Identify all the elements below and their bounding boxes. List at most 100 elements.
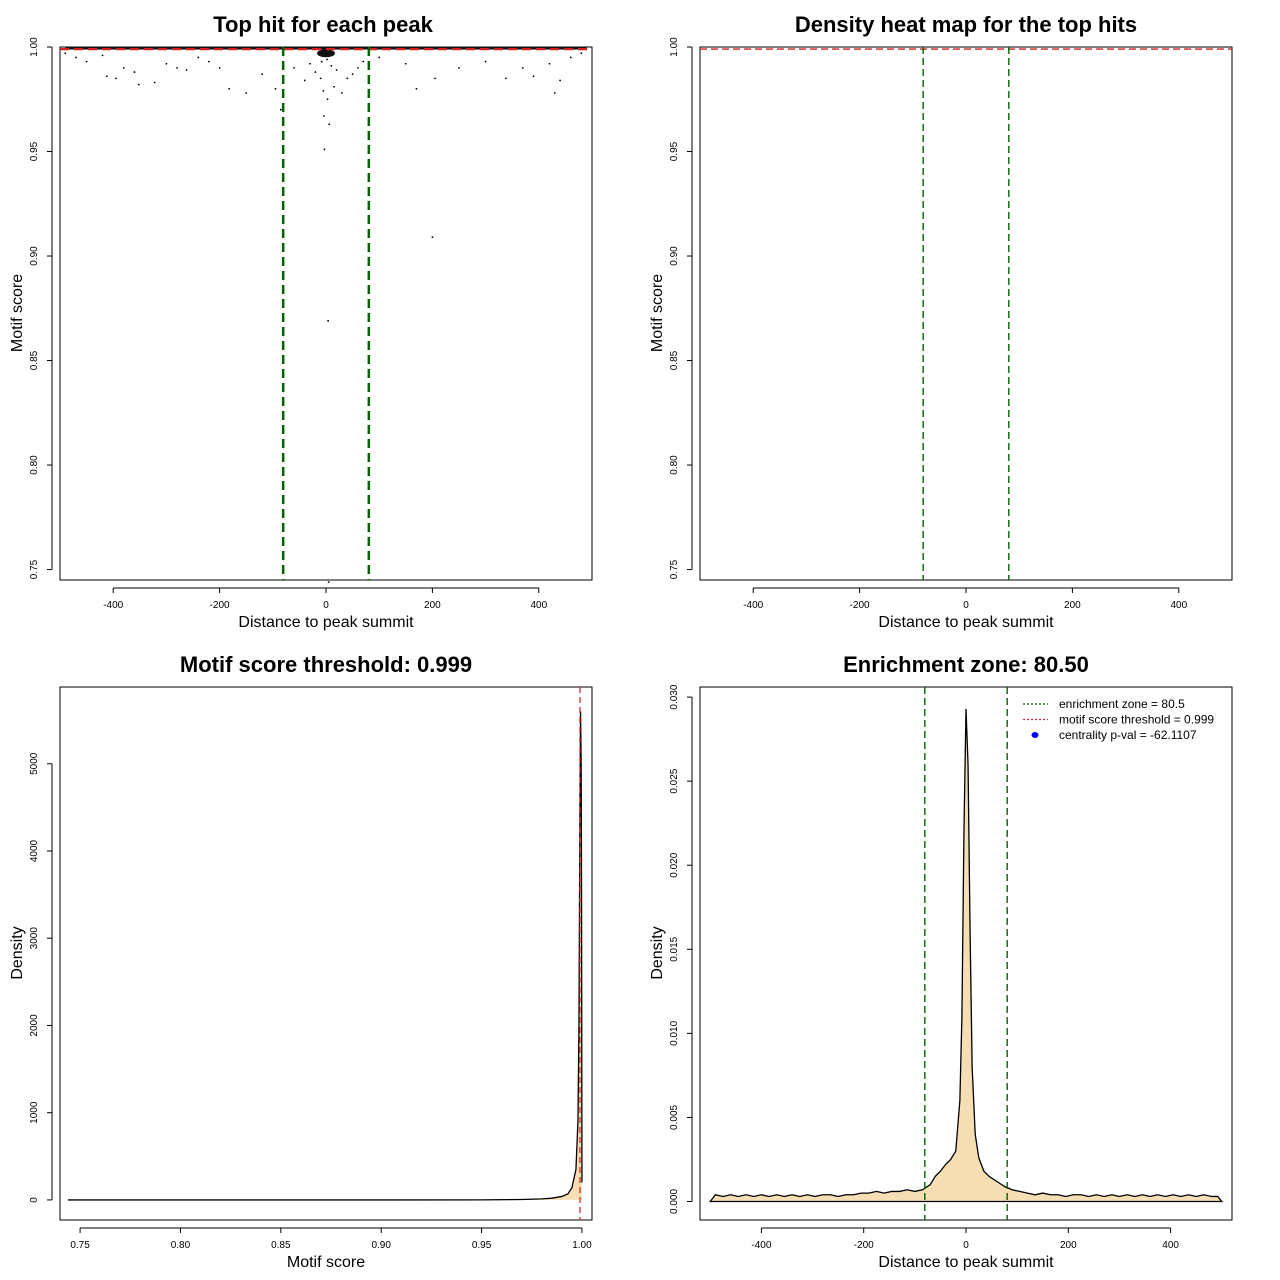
scatter-point — [415, 87, 418, 90]
panel-title: Motif score threshold: 0.999 — [180, 652, 472, 677]
x-tick-label: 400 — [1170, 600, 1187, 611]
y-axis-label: Motif score — [9, 274, 26, 352]
x-tick-label: 0.95 — [472, 1240, 492, 1251]
plot-area: 0.75 0.80 0.85 0.90 0.95 1.00 0 1000 2000 3000 400… — [29, 686, 593, 1251]
y-tick-label: 0.85 — [29, 350, 40, 370]
scatter-point — [327, 581, 330, 583]
scatter-point — [320, 60, 323, 63]
panel-top-hit: Top hit for each peak Distance to peak s… — [9, 12, 593, 631]
scatter-point — [521, 67, 524, 69]
scatter-point — [504, 77, 507, 80]
y-tick-label: 0.80 — [29, 455, 40, 475]
scatter-point — [245, 92, 248, 94]
plot-frame — [699, 46, 1233, 581]
scatter-point — [333, 85, 335, 88]
scatter-point — [404, 62, 407, 65]
scatter-point — [431, 236, 434, 239]
scatter-point — [153, 81, 156, 84]
x-tick-label: 400 — [1162, 1240, 1179, 1251]
density-fill — [68, 711, 582, 1200]
legend-label: centrality p-val = -62.1107 — [1059, 728, 1197, 742]
plot-area: -400 -200 0 200 400 0.75 0.80 0.85 0.90 0.95 1.00 — [29, 37, 593, 611]
scatter-point — [335, 69, 338, 71]
x-tick-label: -400 — [751, 1240, 771, 1251]
panel-enrichment-zone: Enrichment zone: 80.50 Distance to peak … — [649, 652, 1233, 1271]
scatter-point — [309, 62, 311, 65]
density-curve — [68, 711, 583, 1201]
plot-frame — [699, 686, 1233, 1221]
scatter-point — [101, 54, 104, 57]
x-axis-label: Distance to peak summit — [878, 614, 1054, 631]
plot-frame — [59, 46, 593, 581]
scatter-point — [228, 87, 231, 90]
x-tick-label: 0.85 — [271, 1240, 291, 1251]
y-tick-label: 0.90 — [29, 246, 40, 266]
scatter-point — [322, 89, 325, 92]
y-tick-label: 1.00 — [29, 37, 40, 57]
scatter-point — [279, 108, 282, 111]
y-tick-label: 5000 — [29, 752, 40, 775]
scatter-point — [85, 60, 88, 63]
x-tick-label: -200 — [210, 600, 230, 611]
scatter-point — [532, 75, 535, 78]
scatter-point — [261, 73, 264, 76]
scatter-point — [322, 115, 325, 117]
scatter-point — [325, 52, 327, 55]
legend-label: motif score threshold = 0.999 — [1059, 713, 1214, 727]
x-tick-label: 0.90 — [371, 1240, 391, 1251]
scatter-point — [458, 67, 460, 69]
plot-area: -400 -200 0 200 400 0.75 0.80 0.85 0.90 0.95 1.00 — [669, 37, 1233, 611]
panel-score-threshold: Motif score threshold: 0.999 Motif score… — [9, 652, 593, 1271]
scatter-point — [319, 77, 322, 80]
scatter-point — [346, 77, 349, 80]
scatter-point — [323, 148, 326, 151]
scatter-point — [133, 71, 136, 73]
scatter-point — [580, 52, 583, 55]
x-tick-label: 200 — [1064, 600, 1081, 611]
legend: enrichment zone = 80.5 motif score thresh… — [1023, 697, 1214, 742]
panel-title: Top hit for each peak — [213, 12, 433, 37]
y-tick-label: 0.025 — [669, 768, 680, 793]
scatter-point — [330, 64, 333, 67]
y-tick-label: 0 — [29, 1197, 40, 1203]
y-axis-label: Motif score — [649, 274, 666, 352]
y-tick-label: 0.75 — [29, 559, 40, 579]
plot-frame — [59, 686, 593, 1221]
x-tick-label: 0 — [963, 600, 969, 611]
scatter-point — [274, 87, 277, 90]
y-tick-label: 0.75 — [669, 559, 680, 579]
y-tick-label: 0.90 — [669, 246, 680, 266]
y-tick-label: 0.80 — [669, 455, 680, 475]
y-axis-label: Density — [9, 926, 26, 979]
y-tick-label: 0.95 — [29, 141, 40, 161]
scatter-point — [197, 56, 200, 59]
panel-density-heatmap: Density heat map for the top hits Distan… — [649, 12, 1233, 631]
x-tick-label: 0 — [323, 600, 329, 611]
x-tick-label: 400 — [530, 600, 547, 611]
y-axis-label: Density — [649, 926, 666, 979]
y-tick-label: 0.85 — [669, 350, 680, 370]
y-tick-label: 0.015 — [669, 936, 680, 961]
x-tick-label: -400 — [103, 600, 123, 611]
scatter-point — [218, 67, 221, 69]
panel-title: Density heat map for the top hits — [795, 12, 1137, 37]
y-tick-label: 0.010 — [669, 1020, 680, 1045]
y-tick-label: 0.030 — [669, 684, 680, 709]
x-tick-label: -200 — [850, 600, 870, 611]
x-tick-label: 200 — [424, 600, 441, 611]
x-tick-label: 1.00 — [572, 1240, 592, 1251]
legend-swatch — [1031, 732, 1039, 738]
scatter-point — [326, 58, 328, 61]
density-area — [708, 708, 1224, 1203]
scatter-point — [122, 67, 125, 69]
scatter-point — [351, 73, 354, 76]
y-tick-label: 4000 — [29, 839, 40, 862]
panel-title: Enrichment zone: 80.50 — [843, 652, 1089, 677]
scatter-point — [326, 98, 329, 101]
y-tick-label: 0.005 — [669, 1104, 680, 1129]
plot-area: -400 -200 0 200 400 0.000 0.005 0.010 0.015 0.020… — [669, 684, 1233, 1251]
y-tick-label: 0.95 — [669, 141, 680, 161]
scatter-point — [553, 92, 556, 94]
scatter-point — [314, 71, 317, 73]
